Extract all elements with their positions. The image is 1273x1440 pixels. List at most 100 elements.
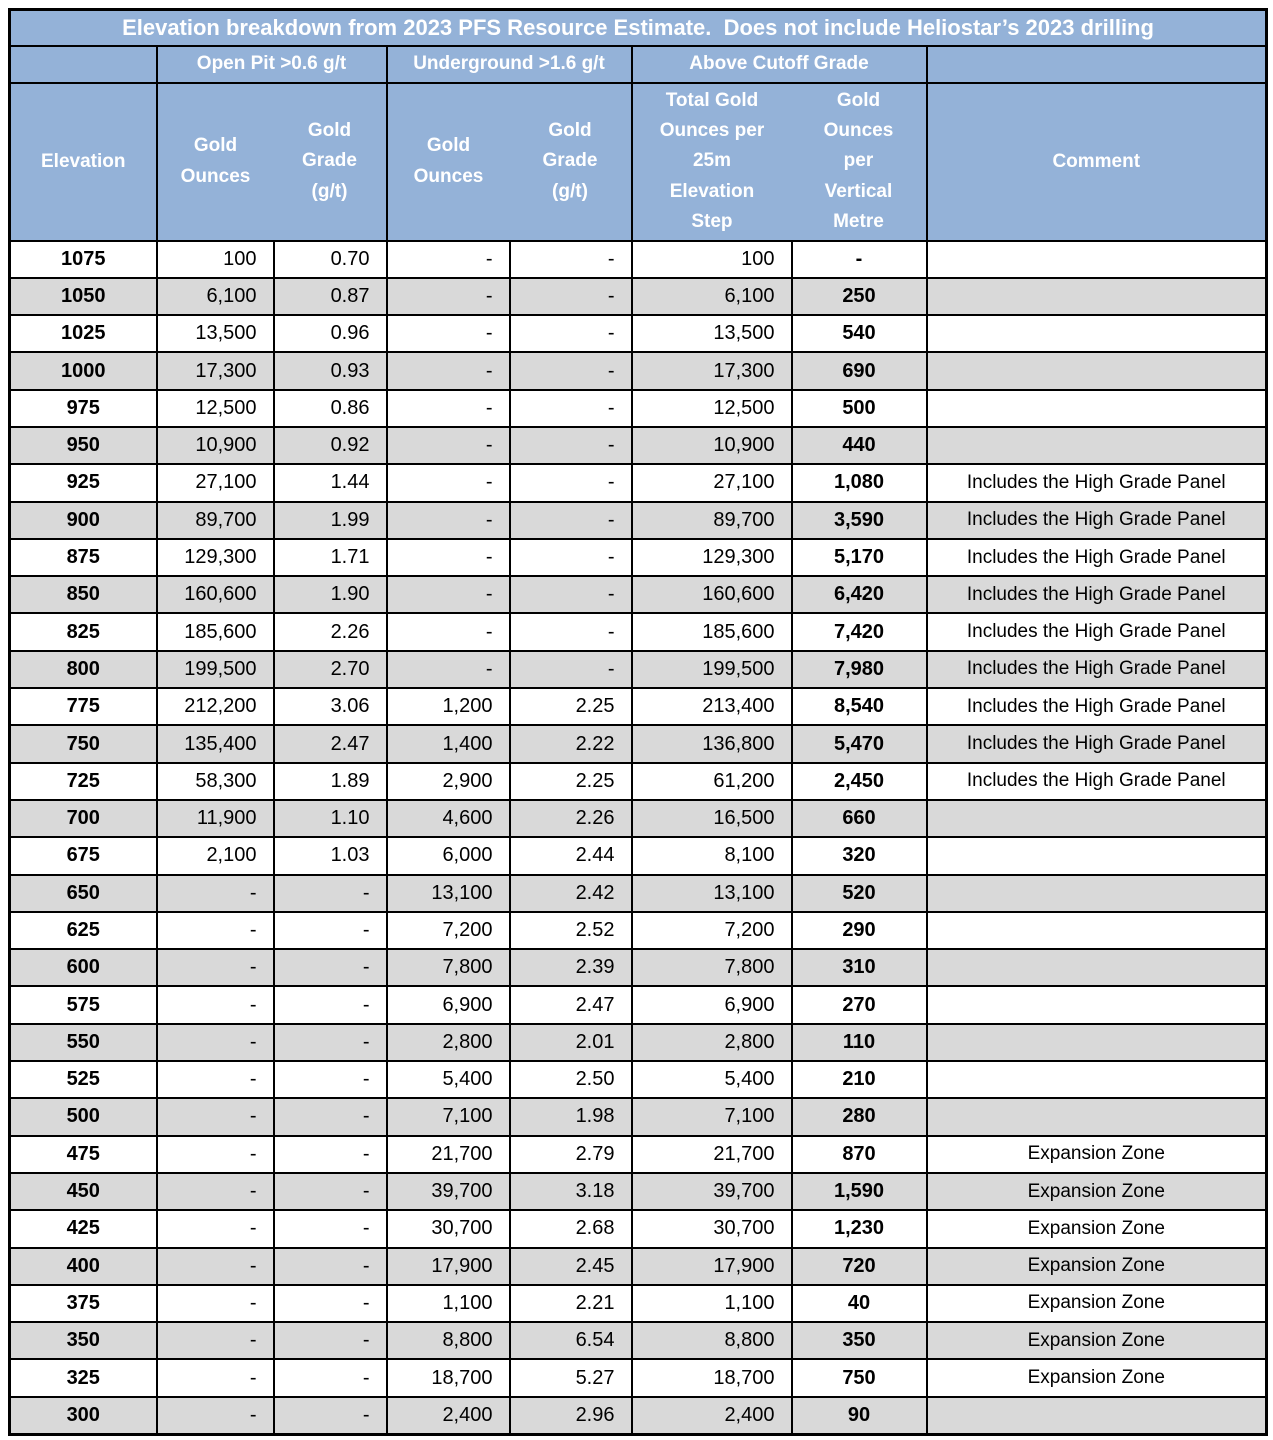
cell-gold-ounces-per-vertical-metre: 660 (790, 798, 928, 839)
cell-gold-ounces-per-vertical-metre: 520 (790, 873, 928, 913)
cell-elevation: 675 (8, 836, 158, 876)
table-row: 675 2,100 1.03 6,000 2.44 8,100 320 (8, 836, 1268, 876)
cell-comment: Expansion Zone (925, 1134, 1268, 1174)
cell-open-pit-gold-grade: 2.70 (272, 649, 388, 690)
cell-total-gold-ounces-per-step: 12,500 (630, 388, 793, 428)
cell-open-pit-gold-grade: - (272, 948, 388, 988)
cell-total-gold-ounces-per-step: 7,800 (630, 948, 793, 988)
table-row: 1050 6,100 0.87- -6,100 250 (8, 276, 1268, 317)
table-row: 475- -21,700 2.79 21,700 870 Expansion Zone (8, 1134, 1268, 1174)
cell-gold-ounces-per-vertical-metre: 690 (790, 351, 928, 391)
cell-open-pit-gold-grade: 1.10 (272, 798, 388, 839)
group-header-empty-right (925, 44, 1268, 84)
cell-open-pit-gold-grade: - (272, 873, 388, 913)
cell-open-pit-gold-ounces: 2,100 (155, 836, 275, 876)
cell-gold-ounces-per-vertical-metre: - (790, 239, 928, 279)
cell-underground-gold-ounces: 7,800 (385, 948, 511, 988)
cell-elevation: 1000 (8, 351, 158, 391)
cell-gold-ounces-per-vertical-metre: 540 (790, 314, 928, 354)
cell-underground-gold-grade: 2.68 (508, 1209, 633, 1249)
cell-open-pit-gold-grade: 2.47 (272, 724, 388, 764)
cell-elevation: 800 (8, 649, 158, 690)
cell-underground-gold-grade: 2.26 (508, 798, 633, 839)
table-row: 750 135,400 2.47 1,400 2.22 136,800 5,470 Inclu… (8, 724, 1268, 764)
cell-underground-gold-grade: - (508, 351, 633, 391)
table-row: 775 212,200 3.06 1,200 2.25 213,400 8,540 Inclu… (8, 687, 1268, 727)
cell-open-pit-gold-grade: - (272, 1022, 388, 1063)
cell-gold-ounces-per-vertical-metre: 110 (790, 1022, 928, 1063)
cell-underground-gold-ounces: 21,700 (385, 1134, 511, 1174)
cell-open-pit-gold-ounces: - (155, 948, 275, 988)
cell-open-pit-gold-ounces: 13,500 (155, 314, 275, 354)
cell-underground-gold-grade: - (508, 314, 633, 354)
cell-open-pit-gold-ounces: 212,200 (155, 687, 275, 727)
cell-open-pit-gold-grade: 0.70 (272, 239, 388, 279)
cell-open-pit-gold-ounces: - (155, 1097, 275, 1137)
cell-total-gold-ounces-per-step: 13,100 (630, 873, 793, 913)
col-header-ug-gold-ounces: Gold Ounces (413, 135, 484, 187)
cell-underground-gold-grade: - (508, 463, 633, 503)
cell-elevation: 650 (8, 873, 158, 913)
cell-elevation: 350 (8, 1321, 158, 1361)
cell-open-pit-gold-ounces: 135,400 (155, 724, 275, 764)
cell-comment: Includes the High Grade Panel (925, 500, 1268, 540)
cell-underground-gold-ounces: 5,400 (385, 1060, 511, 1100)
cell-comment (925, 276, 1268, 317)
cell-total-gold-ounces-per-step: 6,100 (630, 276, 793, 317)
cell-comment (925, 314, 1268, 354)
cell-underground-gold-grade: 3.18 (508, 1171, 633, 1212)
cell-underground-gold-ounces: 2,900 (385, 761, 511, 801)
cell-elevation: 950 (8, 425, 158, 466)
cell-underground-gold-grade: - (508, 239, 633, 279)
cell-total-gold-ounces-per-step: 199,500 (630, 649, 793, 690)
cell-underground-gold-ounces: - (385, 537, 511, 578)
cell-open-pit-gold-grade: - (272, 1060, 388, 1100)
table-row: 300- -2,400 2.96 2,400 90 (8, 1395, 1268, 1436)
table-row: 575- -6,900 2.47 6,900 270 (8, 985, 1268, 1025)
table-row: 550- -2,800 2.01 2,800 110 (8, 1022, 1268, 1063)
cell-gold-ounces-per-vertical-metre: 270 (790, 985, 928, 1025)
cell-gold-ounces-per-vertical-metre: 5,470 (790, 724, 928, 764)
cell-gold-ounces-per-vertical-metre: 350 (790, 1321, 928, 1361)
cell-underground-gold-ounces: 6,000 (385, 836, 511, 876)
cell-gold-ounces-per-vertical-metre: 310 (790, 948, 928, 988)
cell-gold-ounces-per-vertical-metre: 8,540 (790, 687, 928, 727)
table-row: 875 129,300 1.71- -129,300 5,170 Includes the… (8, 537, 1268, 578)
cell-total-gold-ounces-per-step: 17,300 (630, 351, 793, 391)
col-header-elevation: Elevation (8, 81, 158, 242)
cell-underground-gold-ounces: - (385, 276, 511, 317)
cell-comment (925, 1395, 1268, 1436)
cell-open-pit-gold-grade: - (272, 1171, 388, 1212)
table-row: 1025 13,500 0.96- -13,500 540 (8, 314, 1268, 354)
cell-underground-gold-grade: 1.98 (508, 1097, 633, 1137)
cell-elevation: 425 (8, 1209, 158, 1249)
cell-open-pit-gold-ounces: 185,600 (155, 612, 275, 652)
cell-underground-gold-grade: - (508, 425, 633, 466)
cell-underground-gold-grade: 6.54 (508, 1321, 633, 1361)
cell-gold-ounces-per-vertical-metre: 720 (790, 1246, 928, 1286)
cell-underground-gold-ounces: - (385, 612, 511, 652)
cell-gold-ounces-per-vertical-metre: 750 (790, 1358, 928, 1398)
cell-elevation: 725 (8, 761, 158, 801)
table-row: 950 10,900 0.92- -10,900 440 (8, 425, 1268, 466)
cell-underground-gold-grade: 2.44 (508, 836, 633, 876)
cell-total-gold-ounces-per-step: 18,700 (630, 1358, 793, 1398)
table-row: 1075 100 0.70- -100- (8, 239, 1268, 279)
cell-open-pit-gold-grade: 0.92 (272, 425, 388, 466)
cell-gold-ounces-per-vertical-metre: 7,980 (790, 649, 928, 690)
table-row: 1000 17,300 0.93- -17,300 690 (8, 351, 1268, 391)
cell-open-pit-gold-ounces: 12,500 (155, 388, 275, 428)
cell-open-pit-gold-ounces: - (155, 1246, 275, 1286)
table-row: 650- -13,100 2.42 13,100 520 (8, 873, 1268, 913)
cell-total-gold-ounces-per-step: 129,300 (630, 537, 793, 578)
cell-gold-ounces-per-vertical-metre: 40 (790, 1283, 928, 1324)
cell-underground-gold-grade: - (508, 575, 633, 615)
cell-underground-gold-ounces: - (385, 314, 511, 354)
cell-elevation: 375 (8, 1283, 158, 1324)
table-row: 975 12,500 0.86- -12,500 500 (8, 388, 1268, 428)
table-row: 375- -1,100 2.21 1,100 40 Expansion Zone (8, 1283, 1268, 1324)
cell-comment (925, 239, 1268, 279)
cell-comment (925, 798, 1268, 839)
table-row: 925 27,100 1.44- -27,100 1,080 Includes the H… (8, 463, 1268, 503)
cell-gold-ounces-per-vertical-metre: 7,420 (790, 612, 928, 652)
